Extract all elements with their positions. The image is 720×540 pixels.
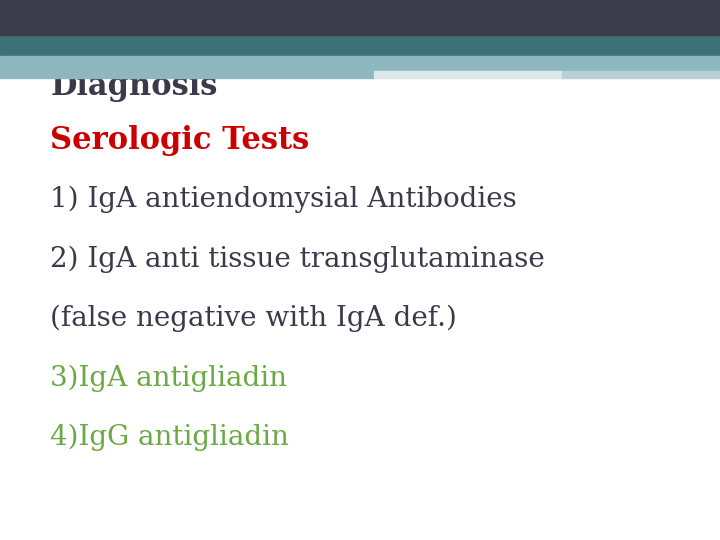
Text: Diagnosis: Diagnosis <box>50 71 217 102</box>
Text: 1) IgA antiendomysial Antibodies: 1) IgA antiendomysial Antibodies <box>50 186 517 213</box>
Text: 4)IgG antigliadin: 4)IgG antigliadin <box>50 424 289 451</box>
Text: (false negative with IgA def.): (false negative with IgA def.) <box>50 305 457 332</box>
Text: Serologic Tests: Serologic Tests <box>50 125 310 156</box>
FancyBboxPatch shape <box>374 71 562 78</box>
FancyBboxPatch shape <box>0 0 720 35</box>
FancyBboxPatch shape <box>0 56 720 71</box>
FancyBboxPatch shape <box>0 34 720 57</box>
FancyBboxPatch shape <box>562 71 720 78</box>
FancyBboxPatch shape <box>0 71 374 78</box>
Text: 2) IgA anti tissue transglutaminase: 2) IgA anti tissue transglutaminase <box>50 246 545 273</box>
Text: 3)IgA antigliadin: 3)IgA antigliadin <box>50 364 287 391</box>
